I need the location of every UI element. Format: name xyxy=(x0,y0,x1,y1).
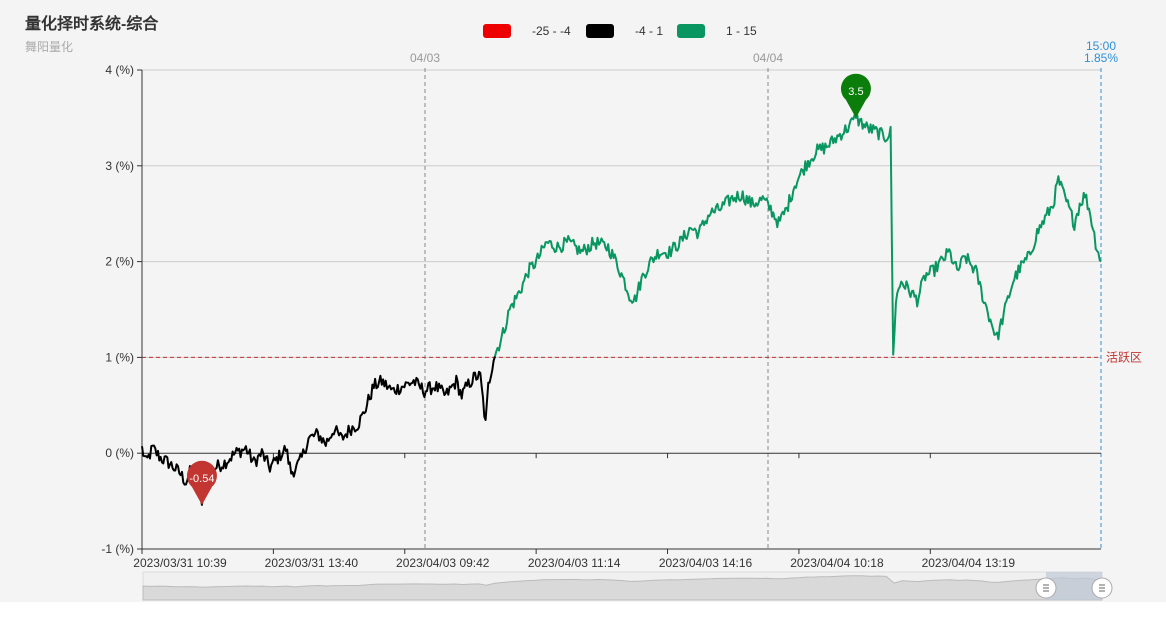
x-tick-label: 2023/04/04 13:19 xyxy=(922,556,1016,570)
legend-swatch xyxy=(483,24,511,38)
y-tick-label: -1 (%) xyxy=(101,542,134,556)
legend-label: -4 - 1 xyxy=(635,24,663,38)
x-tick-label: 2023/04/03 09:42 xyxy=(396,556,490,570)
day-label: 04/04 xyxy=(753,51,783,65)
latest-value-label: 1.85% xyxy=(1084,51,1118,65)
legend-swatch xyxy=(677,24,705,38)
chart-container: 量化择时系统-综合 舞阳量化 -25 - -4 -4 - 1 1 - 15 04/0… xyxy=(0,0,1166,602)
active-zone-label: 活跃区 xyxy=(1106,350,1142,364)
latest-time-label: 15:00 xyxy=(1086,39,1116,53)
x-tick-label: 2023/04/03 14:16 xyxy=(659,556,753,570)
series-segment xyxy=(494,113,1102,357)
x-tick-label: 2023/03/31 10:39 xyxy=(133,556,227,570)
legend[interactable]: -25 - -4 -4 - 1 1 - 15 xyxy=(483,24,757,38)
legend-item[interactable]: -4 - 1 xyxy=(586,24,663,38)
point-markers: 3.5 -0.54 xyxy=(186,73,871,505)
chart-subtitle: 舞阳量化 xyxy=(25,40,73,54)
day-label: 04/03 xyxy=(410,51,440,65)
legend-label: 1 - 15 xyxy=(726,24,757,38)
x-tick-label: 2023/04/04 10:18 xyxy=(790,556,884,570)
max-point-marker[interactable]: 3.5 xyxy=(840,73,871,118)
legend-item[interactable]: -25 - -4 xyxy=(483,24,571,38)
zoom-handle[interactable] xyxy=(1035,577,1057,599)
y-tick-label: 1 (%) xyxy=(105,350,134,364)
y-tick-label: 3 (%) xyxy=(105,159,134,173)
x-tick-label: 2023/04/03 11:14 xyxy=(528,556,621,570)
zoom-handle[interactable] xyxy=(1091,577,1113,599)
axes: 4 (%)3 (%)2 (%)1 (%)0 (%)-1 (%)2023/03/3… xyxy=(101,63,1101,570)
pin-shape xyxy=(840,73,871,118)
min-point-marker[interactable]: -0.54 xyxy=(186,460,217,505)
legend-swatch xyxy=(586,24,614,38)
pin-label: 3.5 xyxy=(848,86,863,98)
legend-item[interactable]: 1 - 15 xyxy=(677,24,757,38)
x-tick-label: 2023/03/31 13:40 xyxy=(265,556,359,570)
chart-svg: 量化择时系统-综合 舞阳量化 -25 - -4 -4 - 1 1 - 15 04/0… xyxy=(25,14,1142,601)
grid-lines: 04/03 04/04 15:001.85% 活跃区 xyxy=(142,39,1142,549)
pin-label: -0.54 xyxy=(189,473,214,485)
data-zoom-slider[interactable] xyxy=(142,571,1113,601)
series-line xyxy=(141,113,1102,506)
legend-label: -25 - -4 xyxy=(532,24,571,38)
y-tick-label: 2 (%) xyxy=(105,255,134,269)
y-tick-label: 4 (%) xyxy=(105,63,134,77)
zoom-preview xyxy=(142,575,1103,601)
pin-shape xyxy=(186,460,217,505)
y-tick-label: 0 (%) xyxy=(105,446,134,460)
chart-title: 量化择时系统-综合 xyxy=(25,14,159,33)
